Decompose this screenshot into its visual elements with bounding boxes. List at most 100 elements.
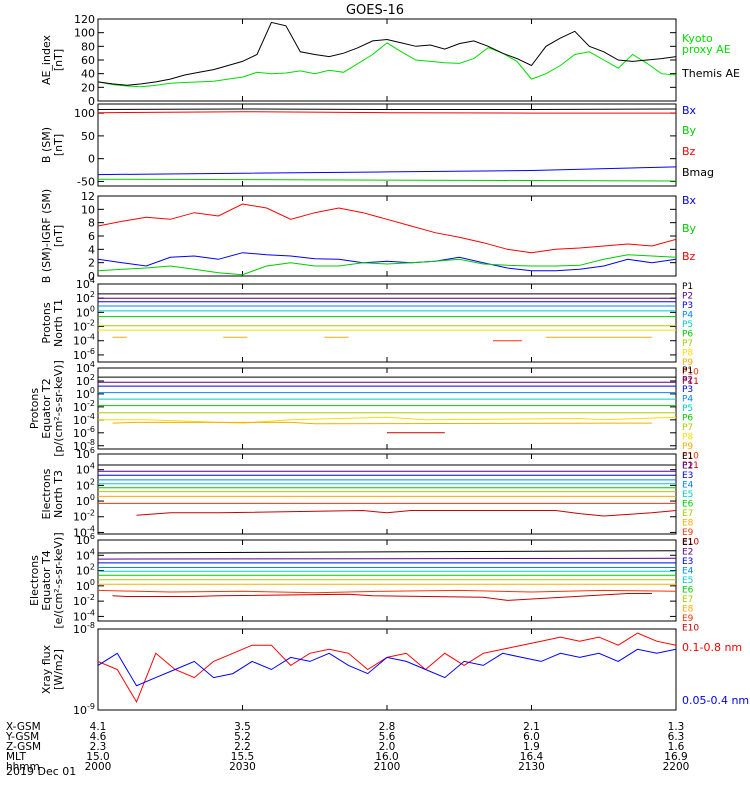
orbit-row-label: X-GSM [6, 721, 41, 733]
y-axis-label: [nT] [52, 49, 65, 71]
panel-xray: 10-8 10-9 Xray flux [W/m2] 0.1-0.8 nm 0.05-0.… [40, 621, 749, 717]
orbit-row: MLT 15.0 15.5 16.0 16.4 16.9 [6, 751, 688, 763]
series-line-bx [98, 252, 676, 272]
y-tick-label: 0 [88, 153, 95, 166]
legend-label: E10 [682, 624, 699, 634]
legend-label: P7 [682, 423, 693, 433]
orbit-row: Z-GSM 2.3 2.2 2.0 1.9 1.6 [6, 741, 685, 753]
legend-label: P11 [682, 377, 699, 387]
legend-label: P5 [682, 404, 693, 414]
y-tick-label: 10-9 [73, 702, 95, 717]
y-tick-label: 10-4 [73, 412, 95, 427]
series-line-e2 [98, 557, 676, 560]
y-axis-label: Equator T4 [40, 550, 53, 610]
series-line-e10 [136, 509, 676, 517]
legend-label: E6 [682, 586, 694, 596]
orbit-row: X-GSM 4.1 3.5 2.8 2.1 1.3 [6, 721, 684, 733]
legend-label: E8 [682, 605, 694, 615]
series-line-by [98, 178, 676, 182]
orbit-row-label: MLT [6, 751, 26, 763]
legend-label: P5 [682, 320, 693, 330]
y-tick-label: 10-6 [73, 425, 95, 440]
legend-label: P1 [682, 282, 693, 292]
orbit-cell: 2000 [85, 761, 112, 773]
y-tick-label: 100 [76, 578, 95, 593]
legend-label: Bz [682, 145, 696, 158]
legend-label: E6 [682, 500, 694, 510]
y-tick-label: 10-2 [73, 319, 95, 334]
series-line-e10 [112, 593, 652, 601]
legend-label: E4 [682, 567, 694, 577]
legend-label: P10 [682, 452, 699, 462]
y-axis-label: [nT] [52, 134, 65, 156]
legend-label: By [682, 124, 697, 137]
y-tick-label: 2 [88, 257, 95, 270]
legend-label: E5 [682, 576, 693, 586]
y-tick-label: 102 [76, 373, 95, 388]
legend-label: E1 [682, 452, 693, 462]
figure-title: GOES-16 [346, 3, 404, 18]
y-tick-label: 10-4 [73, 524, 95, 539]
y-tick-label: 10-2 [73, 509, 95, 524]
y-axis-label: [W/m2] [52, 649, 65, 690]
y-tick-label: 60 [81, 54, 95, 67]
y-tick-label: 106 [76, 446, 95, 461]
legend-label: P11 [682, 461, 699, 471]
y-tick-label: 104 [76, 360, 95, 375]
legend-label: proxy AE [682, 43, 731, 56]
y-tick-label: -50 [77, 175, 95, 188]
legend-label: P6 [682, 414, 693, 424]
legend-label: P9 [682, 442, 693, 452]
orbit-cell: 2.0 [379, 741, 396, 753]
legend-label: E1 [682, 538, 693, 548]
legend-label: E2 [682, 548, 693, 558]
orbit-cell: 1.9 [523, 741, 540, 753]
y-tick-label: 10 [81, 203, 95, 216]
legend-label: E7 [682, 509, 693, 519]
y-tick-label: 100 [76, 386, 95, 401]
series-line-bz [98, 203, 676, 254]
date-label: 2019 Dec 01 [6, 765, 76, 778]
orbit-cell: 2.3 [90, 741, 107, 753]
orbit-cell: 1.3 [668, 721, 685, 733]
y-tick-label: 80 [81, 40, 95, 53]
legend-label: P3 [682, 385, 693, 395]
panel-bsm: -50 0 50 100 B (SM) [nT] Bx By Bz Bmag [40, 103, 714, 188]
y-tick-label: 104 [76, 462, 95, 477]
legend-label: Bmag [682, 166, 714, 179]
y-axis-label: Electrons [28, 555, 41, 606]
series-line-p8 [98, 416, 676, 424]
y-tick-label: 102 [76, 477, 95, 492]
y-tick-label: 10-8 [73, 438, 95, 453]
y-tick-label: 100 [76, 493, 95, 508]
legend-label: P6 [682, 330, 693, 340]
y-tick-label: 10-2 [73, 593, 95, 608]
orbit-cell: 2.1 [523, 721, 540, 733]
legend-label: E8 [682, 519, 694, 529]
y-tick-label: 12 [81, 190, 95, 203]
y-axis-label: [p/(cm²-s-sr-keV)] [52, 360, 65, 457]
y-axis-label: Protons [28, 388, 41, 429]
orbit-cell: 1.6 [668, 741, 685, 753]
orbit-cell: 15.0 [86, 751, 109, 763]
y-axis-label: B (SM)-IGRF (SM) [40, 189, 53, 283]
orbit-cell: 2100 [374, 761, 401, 773]
y-tick-label: 10-8 [73, 621, 95, 636]
y-tick-label: 106 [76, 532, 95, 547]
y-tick-label: 10-4 [73, 333, 95, 348]
legend-label: E9 [682, 528, 694, 538]
series-line-p9 [112, 421, 652, 425]
legend-label: E3 [682, 471, 693, 481]
orbit-cell: 5.6 [379, 731, 396, 743]
legend-label: P7 [682, 339, 693, 349]
y-tick-label: 102 [76, 290, 95, 305]
legend-label: Bz [682, 250, 696, 263]
orbit-cell: 5.2 [234, 731, 251, 743]
orbit-cell: 3.5 [234, 721, 251, 733]
y-tick-label: 100 [74, 107, 95, 120]
y-axis-label: Protons [40, 302, 53, 343]
series-line-themis-ae [98, 21, 676, 86]
